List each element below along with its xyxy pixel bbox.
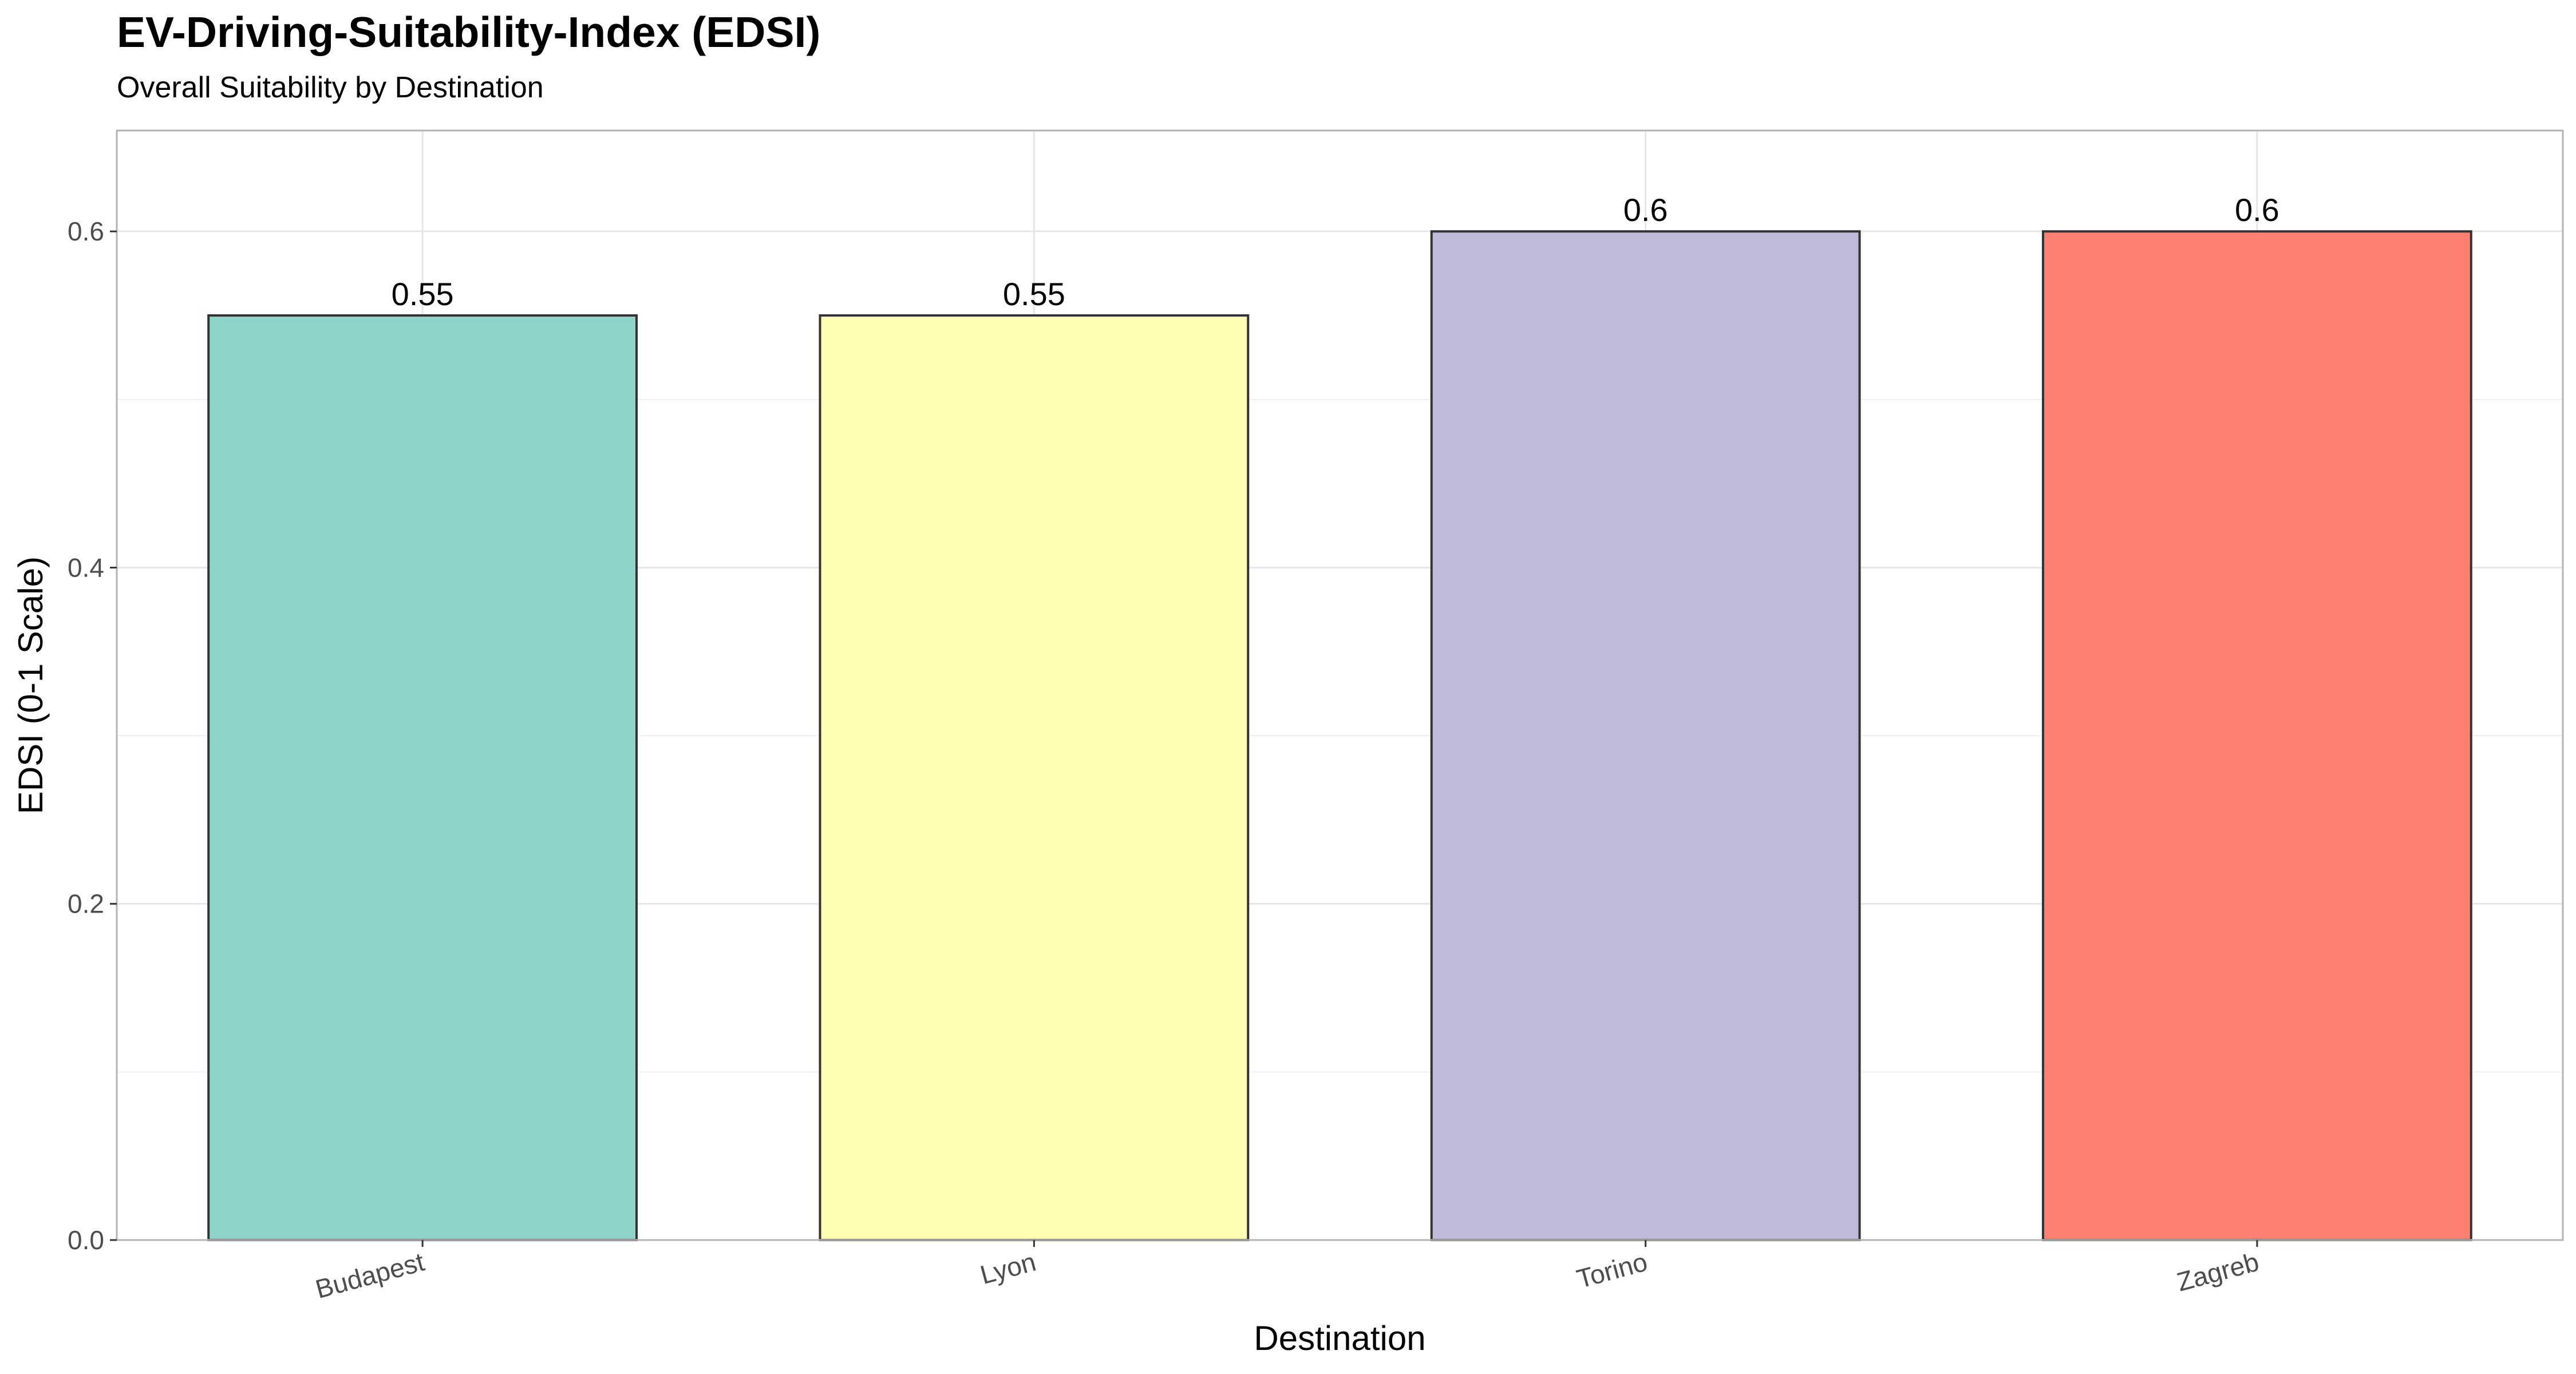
y-axis-title: EDSI (0-1 Scale) [11, 556, 50, 814]
plot-border [116, 129, 2564, 1241]
x-tick-label: Budapest [312, 1246, 427, 1304]
data-label: 0.55 [1003, 276, 1065, 312]
chart-title: EV-Driving-Suitability-Index (EDSI) [117, 8, 820, 56]
data-label: 0.55 [392, 276, 454, 312]
y-tick-label: 0.4 [68, 552, 104, 582]
y-tick-label: 0.2 [68, 889, 104, 919]
bar [207, 314, 638, 1241]
x-axis-title: Destination [1254, 1319, 1425, 1357]
data-label: 0.6 [2235, 192, 2279, 228]
x-tick-label: Lyon [977, 1246, 1039, 1290]
y-tick-label: 0.6 [68, 216, 104, 246]
y-tick-label: 0.0 [68, 1225, 104, 1255]
chart-subtitle: Overall Suitability by Destination [117, 71, 544, 104]
data-label: 0.6 [1623, 192, 1668, 228]
bar [1430, 230, 1861, 1242]
plot-panel: 0.55 0.55 0.6 0.6 0.0 0.2 0.4 0.6 Budapest Lyon To… [68, 129, 2564, 1304]
x-tick-label: Torino [1574, 1246, 1650, 1294]
x-tick-label: Zagreb [2174, 1246, 2262, 1297]
bar [819, 314, 1250, 1241]
bar [2041, 230, 2472, 1242]
